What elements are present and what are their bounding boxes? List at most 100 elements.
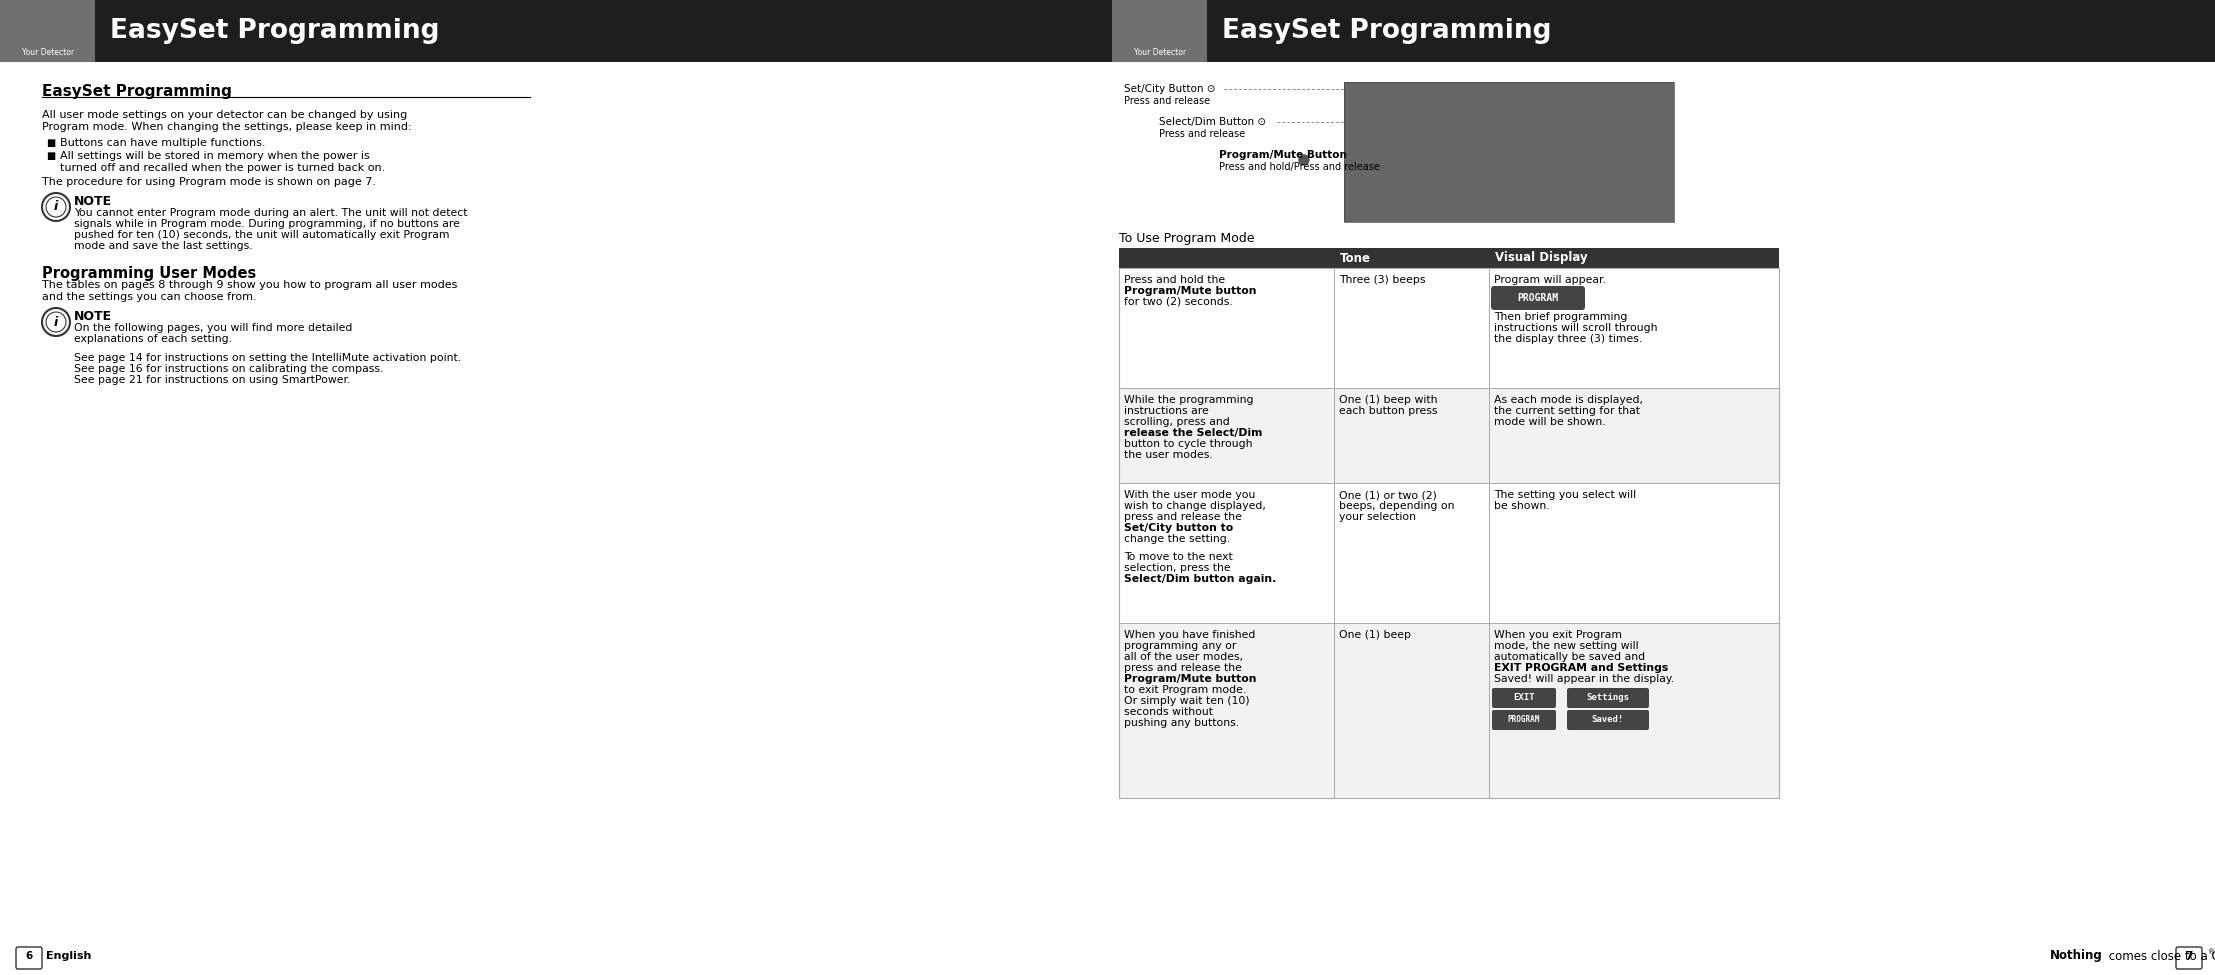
Circle shape (1298, 155, 1309, 165)
Text: ■: ■ (47, 138, 55, 148)
Text: Settings: Settings (1586, 693, 1630, 703)
Text: press and release the: press and release the (1123, 512, 1243, 522)
Text: the display three (3) times.: the display three (3) times. (1493, 334, 1641, 344)
Bar (1345, 82, 1675, 222)
Text: Program/Mute button: Program/Mute button (1123, 286, 1256, 296)
Text: ■: ■ (47, 151, 55, 161)
Text: NOTE: NOTE (73, 310, 113, 323)
Text: i: i (53, 201, 58, 214)
Bar (1119, 248, 1779, 268)
FancyBboxPatch shape (1566, 688, 1648, 708)
Text: for two (2) seconds.: for two (2) seconds. (1123, 297, 1234, 307)
Text: One (1) beep: One (1) beep (1340, 630, 1411, 640)
Text: When you have finished: When you have finished (1123, 630, 1256, 640)
Text: instructions are: instructions are (1123, 406, 1209, 416)
Text: all of the user modes,: all of the user modes, (1123, 652, 1243, 662)
Text: be shown.: be shown. (1493, 501, 1550, 511)
Text: The setting you select will: The setting you select will (1493, 490, 1637, 500)
Bar (1119, 388, 1779, 483)
Text: On the following pages, you will find more detailed: On the following pages, you will find mo… (73, 323, 352, 333)
Text: Nothing: Nothing (2051, 950, 2102, 962)
Text: to exit Program mode.: to exit Program mode. (1123, 685, 1247, 695)
Bar (1119, 623, 1779, 798)
Text: the current setting for that: the current setting for that (1493, 406, 1639, 416)
Text: button to cycle through: button to cycle through (1123, 439, 1251, 449)
Text: When you exit Program: When you exit Program (1493, 630, 1621, 640)
Text: scrolling, press and: scrolling, press and (1123, 417, 1229, 427)
Text: To move to the next: To move to the next (1123, 552, 1234, 562)
Text: mode and save the last settings.: mode and save the last settings. (73, 241, 253, 251)
Bar (0, 0, 1108, 62)
Text: NOTE: NOTE (73, 195, 113, 208)
Text: Then brief programming: Then brief programming (1493, 312, 1628, 322)
Text: Tone: Tone (1340, 252, 1371, 264)
Text: Your Detector: Your Detector (1134, 48, 1185, 57)
Text: Your Detector: Your Detector (22, 48, 73, 57)
Text: 6: 6 (24, 951, 33, 961)
Text: pushed for ten (10) seconds, the unit will automatically exit Program: pushed for ten (10) seconds, the unit wi… (73, 230, 450, 240)
Text: Press and release: Press and release (1123, 96, 1209, 106)
FancyBboxPatch shape (1493, 688, 1555, 708)
FancyBboxPatch shape (16, 947, 42, 969)
Text: Programming User Modes: Programming User Modes (42, 266, 257, 281)
Text: turned off and recalled when the power is turned back on.: turned off and recalled when the power i… (60, 163, 385, 173)
Text: Visual Display: Visual Display (1495, 252, 1588, 264)
FancyBboxPatch shape (2175, 947, 2202, 969)
Text: Program will appear.: Program will appear. (1493, 275, 1606, 285)
Text: Program/Mute Button: Program/Mute Button (1218, 150, 1347, 160)
Text: While the programming: While the programming (1123, 395, 1254, 405)
Bar (0, 0, 95, 62)
Text: comes close to a Cobra: comes close to a Cobra (2104, 950, 2215, 962)
Bar (1112, 0, 1207, 62)
Text: Select/Dim button again.: Select/Dim button again. (1123, 574, 1276, 584)
Text: programming any or: programming any or (1123, 641, 1236, 651)
Text: PROGRAM: PROGRAM (1517, 293, 1559, 303)
Text: press and release the: press and release the (1123, 663, 1243, 673)
Text: Saved! will appear in the display.: Saved! will appear in the display. (1493, 674, 1675, 684)
Text: beeps, depending on: beeps, depending on (1340, 501, 1455, 511)
Text: Select/Dim Button ⊙: Select/Dim Button ⊙ (1158, 117, 1267, 127)
Text: One (1) beep with: One (1) beep with (1340, 395, 1438, 405)
Bar (1345, 82, 1675, 222)
Text: selection, press the: selection, press the (1123, 563, 1232, 573)
Text: One (1) or two (2): One (1) or two (2) (1340, 490, 1438, 500)
Text: each button press: each button press (1340, 406, 1438, 416)
Text: As each mode is displayed,: As each mode is displayed, (1493, 395, 1644, 405)
Text: See page 21 for instructions on using SmartPower.: See page 21 for instructions on using Sm… (73, 375, 350, 385)
Text: Three (3) beeps: Three (3) beeps (1340, 275, 1426, 285)
Text: The tables on pages 8 through 9 show you how to program all user modes: The tables on pages 8 through 9 show you… (42, 280, 456, 290)
Text: With the user mode you: With the user mode you (1123, 490, 1256, 500)
Text: Press and hold the: Press and hold the (1123, 275, 1225, 285)
Text: automatically be saved and: automatically be saved and (1493, 652, 1646, 662)
Text: mode, the new setting will: mode, the new setting will (1493, 641, 1639, 651)
Text: Program/Mute button: Program/Mute button (1123, 674, 1256, 684)
Text: EXIT PROGRAM and Settings: EXIT PROGRAM and Settings (1493, 663, 1668, 673)
Bar (1119, 483, 1779, 623)
Text: Press and release: Press and release (1158, 129, 1245, 139)
Text: EasySet Programming: EasySet Programming (111, 18, 439, 44)
Text: EXIT: EXIT (1513, 693, 1535, 703)
Text: ®: ® (2208, 949, 2215, 955)
Text: Buttons can have multiple functions.: Buttons can have multiple functions. (60, 138, 266, 148)
Bar (1108, 0, 2215, 62)
Text: EasySet Programming: EasySet Programming (42, 84, 233, 99)
Text: PROGRAM: PROGRAM (1508, 716, 1539, 724)
Bar (1119, 268, 1779, 798)
Text: pushing any buttons.: pushing any buttons. (1123, 718, 1238, 728)
FancyBboxPatch shape (1491, 286, 1586, 310)
Text: the user modes.: the user modes. (1123, 450, 1214, 460)
Text: English: English (47, 951, 91, 961)
Text: Or simply wait ten (10): Or simply wait ten (10) (1123, 696, 1249, 706)
Text: All user mode settings on your detector can be changed by using: All user mode settings on your detector … (42, 110, 408, 120)
FancyBboxPatch shape (1493, 710, 1555, 730)
Text: Press and hold/Press and release: Press and hold/Press and release (1218, 162, 1380, 172)
FancyBboxPatch shape (1566, 710, 1648, 730)
Bar (1119, 268, 1779, 388)
Text: release the Select/Dim: release the Select/Dim (1123, 428, 1263, 438)
Text: See page 16 for instructions on calibrating the compass.: See page 16 for instructions on calibrat… (73, 364, 383, 374)
Text: You cannot enter Program mode during an alert. The unit will not detect: You cannot enter Program mode during an … (73, 208, 467, 218)
Text: The procedure for using Program mode is shown on page 7.: The procedure for using Program mode is … (42, 177, 377, 187)
Text: i: i (53, 316, 58, 329)
Text: 7: 7 (2186, 951, 2193, 961)
Text: your selection: your selection (1340, 512, 1415, 522)
